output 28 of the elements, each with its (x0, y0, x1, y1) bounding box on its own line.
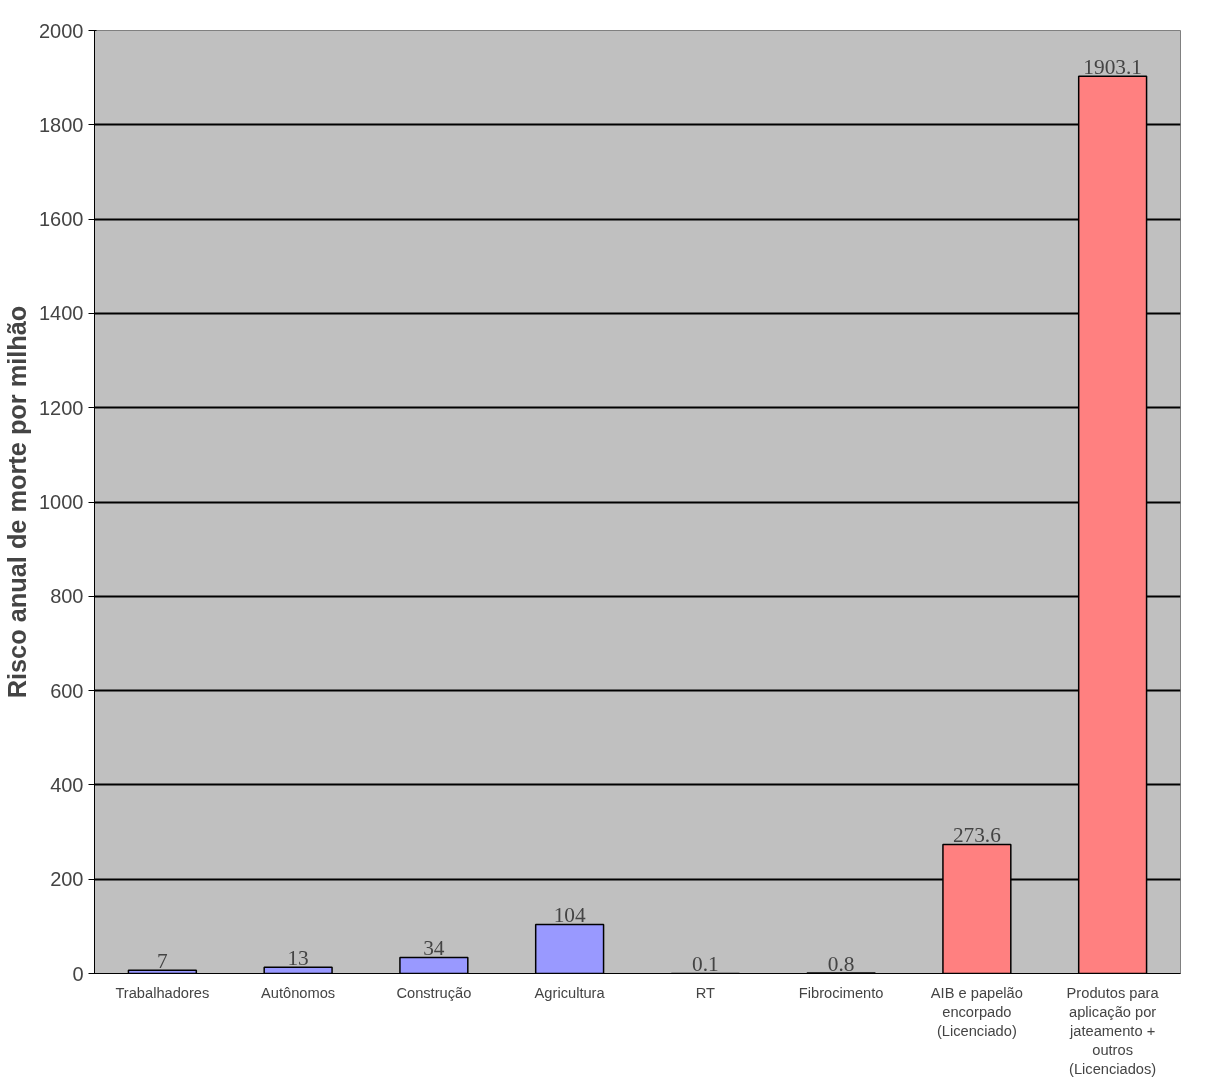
data-label: 13 (287, 946, 309, 971)
data-label: 104 (553, 903, 586, 928)
data-label: 273.6 (952, 823, 1002, 848)
x-tick-label: Produtos para aplicação por jateamento + outros (Licenciados) (1066, 984, 1160, 1078)
y-tick-label: 1400 (39, 302, 84, 325)
y-tick-label: 1000 (39, 491, 84, 513)
y-tick-label: 1600 (39, 208, 84, 231)
x-tick-label: Construção (396, 984, 472, 1001)
data-label: 0.8 (827, 952, 855, 977)
data-label: 1903.1 (1083, 55, 1142, 80)
y-tick-label: 1800 (39, 113, 84, 136)
data-label: 0.1 (692, 952, 719, 977)
y-tick-label: 600 (50, 679, 84, 702)
y-tick-label: 200 (50, 868, 84, 891)
y-tick-label: 400 (50, 773, 84, 796)
x-tick-label: Agricultura (534, 984, 606, 1001)
y-tick-label: 2000 (39, 19, 84, 42)
x-tick-label: Autônomos (261, 984, 336, 1001)
x-tick-label: AIB e papelão encorpado (Licenciado) (930, 984, 1023, 1039)
y-tick-label: 1200 (39, 396, 84, 419)
data-label: 7 (157, 949, 169, 974)
x-tick-label: Fibrocimento (798, 984, 884, 1001)
data-label: 34 (423, 936, 445, 961)
x-tick-label: RT (695, 984, 716, 1001)
y-tick-label: 0 (72, 962, 84, 985)
y-axis-title: Risco anual de morte por milhão (3, 305, 32, 699)
x-tick-label: Trabalhadores (115, 984, 210, 1001)
y-tick-label: 800 (50, 585, 84, 608)
